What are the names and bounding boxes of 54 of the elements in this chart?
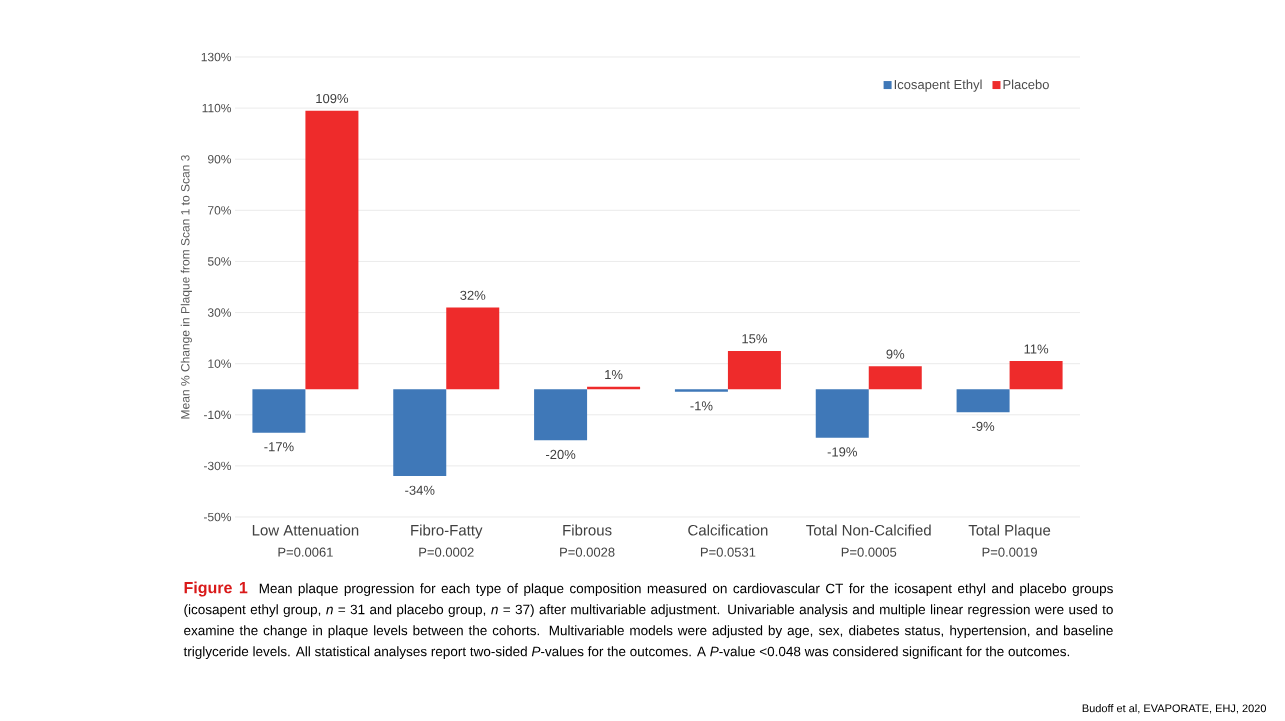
y-tick-label: 130% bbox=[201, 52, 232, 62]
bar bbox=[1009, 361, 1063, 390]
data-label: -17% bbox=[264, 442, 294, 452]
bar bbox=[393, 389, 447, 477]
y-tick-label: 50% bbox=[207, 257, 232, 266]
bar bbox=[305, 110, 359, 390]
x-tick-label: Total Non-Calcified bbox=[806, 524, 931, 536]
data-label: -20% bbox=[545, 449, 576, 460]
y-axis-title: Mean % Change in Plaque from Scan 1 to Scan 3 bbox=[180, 155, 192, 419]
bar bbox=[674, 389, 728, 392]
text: P=0.0028 bbox=[560, 547, 615, 557]
x-tick-label: Fibrous bbox=[563, 524, 612, 536]
data-label: 11% bbox=[1024, 344, 1049, 354]
x-tick-label: Total Plaque bbox=[968, 524, 1051, 539]
text: P=0.0061 bbox=[278, 547, 333, 557]
y-tick-label: 30% bbox=[207, 308, 232, 317]
text: P=0.0019 bbox=[982, 547, 1037, 557]
data-label: 9% bbox=[886, 349, 905, 359]
legend-label: Icosapent Ethyl bbox=[894, 79, 982, 92]
text: examine the change in plaque levels between the cohorts. Multivariable models were adjusted by age, sex, diabetes status, hypertension, and baseline bbox=[184, 625, 1113, 638]
bar bbox=[252, 389, 306, 433]
x-tick-label: Calcification bbox=[688, 524, 768, 536]
x-tick-label: Fibro-Fatty bbox=[411, 524, 483, 539]
y-tick-label: -30% bbox=[203, 461, 232, 471]
data-label: 1% bbox=[605, 370, 623, 380]
bar bbox=[868, 366, 922, 390]
data-label: -1% bbox=[690, 401, 713, 411]
data-label: 109% bbox=[316, 93, 349, 104]
bar bbox=[727, 350, 781, 390]
data-label: 32% bbox=[460, 290, 486, 300]
bar bbox=[534, 389, 588, 441]
text: (icosapent ethyl group, n = 31 and placebo group, n = 37) after multivariable adjustment. Univariable analysis and multiple linear regression were used to bbox=[184, 604, 1113, 617]
data-label: -19% bbox=[827, 447, 857, 457]
text: Mean plaque progression for each type of plaque composition measured on cardiovascular CT for the icosapent ethyl and placebo groups bbox=[259, 583, 1113, 596]
text: Budoff et al, EVAPORATE, EHJ, 2020 bbox=[1082, 704, 1267, 714]
y-tick-label: 110% bbox=[202, 103, 232, 113]
y-tick-label: 90% bbox=[208, 154, 232, 164]
legend-label: Placebo bbox=[1003, 79, 1049, 90]
data-label: -34% bbox=[405, 485, 435, 495]
bar bbox=[815, 389, 869, 438]
data-label: -9% bbox=[972, 421, 995, 431]
bar bbox=[446, 307, 500, 390]
y-tick-label: -50% bbox=[203, 512, 232, 522]
y-tick-label: -10% bbox=[203, 410, 232, 420]
text: P=0.0005 bbox=[841, 547, 897, 557]
bar bbox=[956, 389, 1010, 413]
text: triglyceride levels. All statistical analyses report two-sided P-values for the outcomes. A P-value <0.048 was considered significant for the outcomes. bbox=[183, 646, 1070, 659]
text: P=0.0002 bbox=[419, 547, 474, 557]
y-tick-label: 70% bbox=[208, 206, 232, 215]
caption: Figure 1 bbox=[184, 581, 248, 597]
x-tick-label: Low Attenuation bbox=[252, 524, 359, 536]
y-tick-label: 10% bbox=[208, 359, 232, 368]
data-label: 15% bbox=[742, 334, 767, 344]
text: P=0.0531 bbox=[700, 547, 756, 557]
